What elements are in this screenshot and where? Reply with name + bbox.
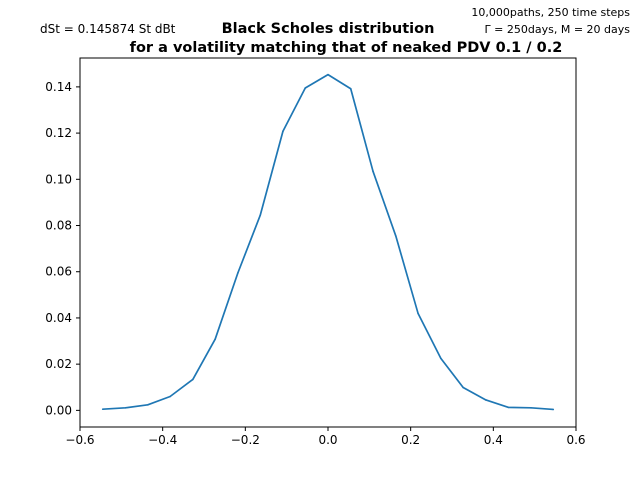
- data-point: [101, 408, 104, 411]
- x-tick-label: −0.2: [231, 433, 260, 447]
- x-tick-label: −0.6: [65, 433, 94, 447]
- y-tick-label: 0.14: [45, 80, 72, 94]
- data-point: [349, 87, 352, 90]
- x-tick-label: −0.4: [148, 433, 177, 447]
- y-tick-label: 0.12: [45, 126, 72, 140]
- y-axis: 0.00 0.02 0.04 0.06 0.08 0.10 0.12 0.14: [45, 80, 80, 417]
- data-point: [146, 404, 149, 406]
- data-point: [327, 73, 329, 76]
- chart-title-line1: Black Scholes distribution: [222, 21, 435, 37]
- data-point: [169, 395, 171, 398]
- data-point: [440, 357, 442, 360]
- y-tick-label: 0.00: [45, 403, 72, 417]
- data-point: [372, 170, 374, 173]
- data-point: [237, 272, 239, 274]
- plot-area: [80, 58, 576, 427]
- data-point: [282, 130, 284, 133]
- right-annotation-line2: Γ = 250days, M = 20 days: [485, 23, 631, 36]
- data-point: [124, 407, 127, 409]
- data-point: [394, 235, 397, 237]
- data-point: [462, 386, 464, 389]
- data-point: [530, 407, 532, 409]
- x-axis: −0.6 −0.4 −0.2 0.0 0.2 0.4 0.6: [65, 427, 586, 447]
- x-tick-label: 0.4: [484, 433, 503, 447]
- data-point: [214, 338, 216, 341]
- x-tick-label: 0.2: [401, 433, 420, 447]
- y-tick-label: 0.02: [45, 357, 72, 371]
- y-tick-label: 0.10: [45, 172, 72, 186]
- chart-title-line2: for a volatility matching that of neaked…: [130, 40, 563, 56]
- data-point: [485, 399, 487, 401]
- data-point: [507, 406, 510, 409]
- data-point: [552, 408, 555, 411]
- data-point: [192, 378, 194, 381]
- data-point: [417, 312, 419, 315]
- data-point: [304, 87, 307, 89]
- y-tick-label: 0.04: [45, 311, 72, 325]
- data-point: [259, 214, 262, 217]
- y-tick-label: 0.06: [45, 265, 72, 279]
- x-tick-label: 0.6: [566, 433, 585, 447]
- x-tick-label: 0.0: [318, 433, 337, 447]
- left-annotation: dSt = 0.145874 St dBt: [40, 22, 176, 36]
- y-tick-label: 0.08: [45, 219, 72, 233]
- right-annotation-line1: 10,000paths, 250 time steps: [471, 6, 630, 19]
